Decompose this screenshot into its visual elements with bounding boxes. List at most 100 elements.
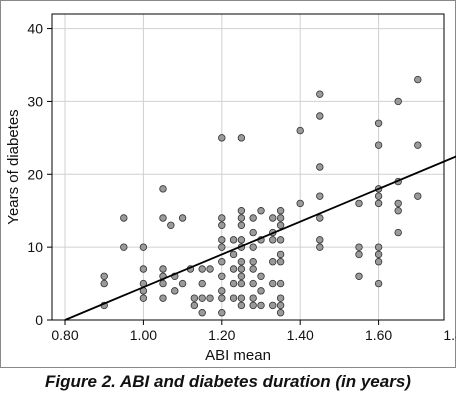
data-point bbox=[159, 279, 167, 288]
data-point bbox=[269, 214, 277, 222]
data-point bbox=[276, 258, 285, 266]
data-point bbox=[269, 301, 277, 310]
data-point bbox=[257, 207, 265, 215]
data-point bbox=[316, 112, 324, 120]
data-point bbox=[237, 294, 246, 302]
data-point bbox=[257, 301, 265, 310]
data-point bbox=[316, 214, 324, 222]
data-point bbox=[229, 236, 238, 244]
y-tick-label: 10 bbox=[27, 239, 43, 255]
data-point bbox=[120, 214, 128, 222]
data-point bbox=[237, 134, 246, 142]
data-point bbox=[296, 126, 304, 135]
data-point bbox=[229, 279, 238, 288]
data-point bbox=[237, 221, 246, 229]
data-points bbox=[100, 75, 422, 317]
data-point bbox=[229, 294, 238, 302]
data-point bbox=[276, 214, 285, 222]
x-tick-label: 1.00 bbox=[130, 327, 157, 343]
data-point bbox=[374, 199, 383, 208]
data-point bbox=[276, 301, 285, 310]
data-point bbox=[139, 265, 148, 273]
figure-caption: Figure 2. ABI and diabetes duration (in … bbox=[45, 372, 411, 391]
data-point bbox=[206, 294, 214, 302]
data-point bbox=[100, 272, 108, 280]
y-axis-label: Years of diabetes bbox=[5, 109, 22, 224]
data-point bbox=[276, 279, 285, 288]
y-tick-label: 40 bbox=[27, 21, 43, 37]
data-point bbox=[237, 279, 246, 288]
y-tick-label: 30 bbox=[27, 93, 43, 109]
data-point bbox=[414, 141, 422, 149]
y-tick-label: 0 bbox=[35, 312, 43, 328]
x-tick-label: 1.60 bbox=[365, 327, 392, 343]
data-point bbox=[249, 279, 257, 288]
data-point bbox=[249, 294, 257, 302]
x-tick-label: 1.20 bbox=[208, 327, 235, 343]
data-point bbox=[237, 272, 246, 280]
data-point bbox=[374, 192, 383, 200]
data-point bbox=[276, 221, 285, 229]
data-point bbox=[237, 265, 246, 273]
data-point bbox=[374, 279, 383, 288]
data-point bbox=[355, 199, 363, 208]
data-point bbox=[171, 287, 179, 295]
y-tick-label: 20 bbox=[27, 166, 43, 182]
data-point bbox=[296, 199, 304, 208]
data-point bbox=[120, 243, 128, 251]
data-point bbox=[237, 207, 246, 215]
data-point bbox=[414, 192, 422, 200]
data-point bbox=[218, 243, 226, 251]
data-point bbox=[394, 199, 402, 208]
data-point bbox=[374, 243, 383, 251]
data-point bbox=[159, 214, 167, 222]
data-point bbox=[249, 301, 257, 310]
data-point bbox=[394, 97, 402, 106]
data-point bbox=[374, 250, 383, 259]
data-point bbox=[139, 243, 148, 251]
data-point bbox=[218, 309, 226, 317]
data-point bbox=[218, 134, 226, 142]
data-point bbox=[414, 75, 422, 84]
data-point bbox=[355, 272, 363, 280]
data-point bbox=[249, 214, 257, 222]
data-point bbox=[374, 141, 383, 149]
x-tick-label: 0.80 bbox=[51, 327, 78, 343]
data-point bbox=[159, 294, 167, 302]
data-point bbox=[229, 265, 238, 273]
data-point bbox=[374, 119, 383, 127]
data-point bbox=[316, 236, 324, 244]
data-point bbox=[237, 214, 246, 222]
data-point bbox=[190, 294, 199, 302]
data-point bbox=[249, 243, 257, 251]
data-point bbox=[276, 309, 285, 317]
data-point bbox=[218, 214, 226, 222]
data-point bbox=[206, 265, 214, 273]
data-point bbox=[394, 228, 402, 237]
data-point bbox=[276, 250, 285, 259]
data-point bbox=[276, 236, 285, 244]
data-point bbox=[257, 272, 265, 280]
data-point bbox=[167, 221, 175, 229]
data-point bbox=[159, 185, 167, 193]
data-point bbox=[249, 258, 257, 266]
data-point bbox=[237, 301, 246, 310]
plot-area-border bbox=[51, 13, 445, 321]
data-point bbox=[218, 236, 226, 244]
data-point bbox=[198, 265, 206, 273]
data-point bbox=[269, 258, 277, 266]
data-point bbox=[316, 90, 324, 98]
regression-line bbox=[64, 155, 456, 321]
y-axis-ticks: 0 10 20 30 40 bbox=[27, 21, 52, 328]
x-tick-label: 1.40 bbox=[287, 327, 314, 343]
data-point bbox=[198, 309, 206, 317]
data-point bbox=[159, 265, 167, 273]
data-point bbox=[178, 279, 187, 288]
data-point bbox=[276, 294, 285, 302]
data-point bbox=[269, 236, 277, 244]
x-axis-ticks: 0.80 1.00 1.20 1.40 1.60 1.80 bbox=[51, 320, 456, 343]
data-point bbox=[190, 301, 199, 310]
data-point bbox=[276, 207, 285, 215]
data-point bbox=[229, 250, 238, 259]
data-point bbox=[218, 221, 226, 229]
